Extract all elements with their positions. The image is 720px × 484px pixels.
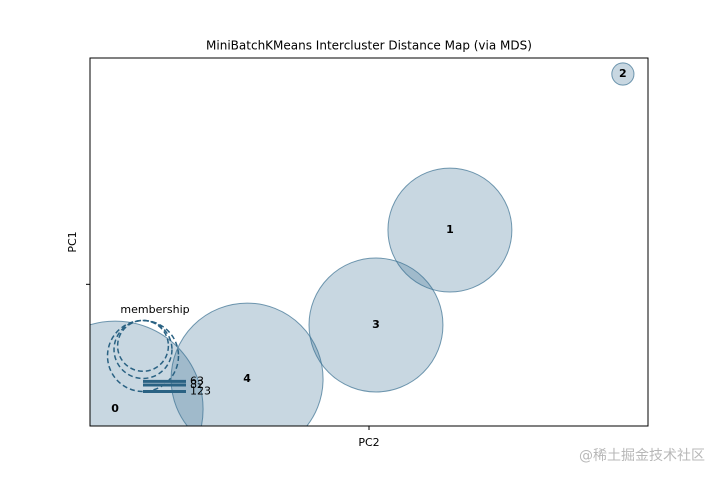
- cluster-label: 4: [243, 372, 251, 385]
- watermark: @稀土掘金技术社区: [579, 448, 705, 464]
- legend-label: 123: [190, 384, 211, 397]
- legend-label: 82: [190, 378, 204, 391]
- cluster-label: 3: [372, 318, 380, 331]
- x-axis-label: PC2: [358, 436, 379, 449]
- cluster-label: 1: [446, 223, 454, 236]
- legend-circle: [116, 319, 170, 373]
- cluster-bubble: [170, 302, 324, 426]
- cluster-label: 0: [111, 402, 119, 415]
- chart-title: MiniBatchKMeans Intercluster Distance Ma…: [206, 39, 532, 53]
- cluster-bubble: [611, 62, 635, 86]
- legend-circle: [113, 319, 173, 380]
- legend-title: membership: [120, 303, 189, 316]
- y-axis-label: PC1: [66, 231, 79, 252]
- legend-label: 63: [190, 374, 204, 387]
- cluster-bubble: [387, 167, 513, 293]
- legend-circle: [106, 319, 180, 393]
- cluster-label: 2: [619, 67, 627, 80]
- cluster-bubble: [308, 257, 444, 393]
- cluster-bubble: [90, 320, 204, 426]
